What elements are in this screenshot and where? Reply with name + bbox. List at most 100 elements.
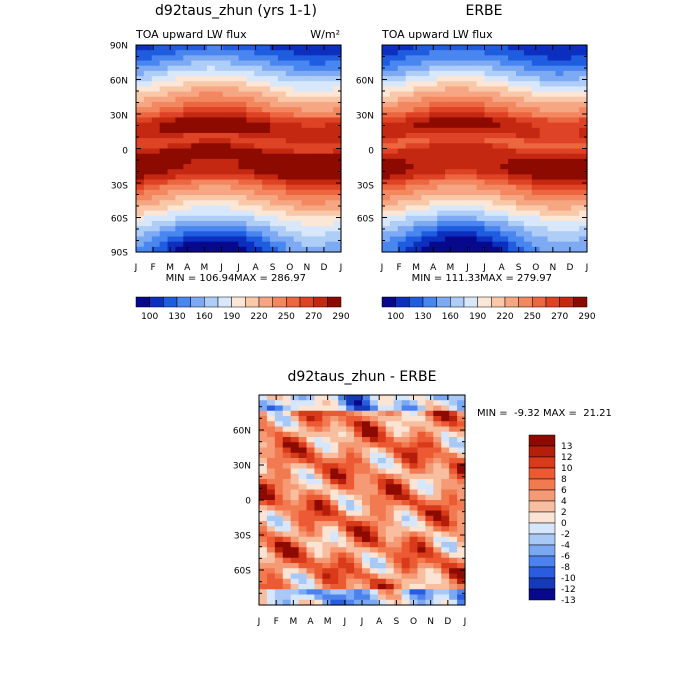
heatmap-cell	[259, 510, 268, 517]
heatmap-cell	[317, 96, 326, 103]
heatmap-cell	[523, 127, 533, 134]
heatmap-cell	[136, 143, 145, 150]
heatmap-cell	[238, 195, 247, 201]
heatmap-cell	[322, 452, 331, 459]
heatmap-cell	[222, 189, 232, 196]
heatmap-cell	[314, 416, 323, 422]
heatmap-cell	[277, 70, 287, 77]
x-tick-label: O	[532, 263, 539, 273]
heatmap-cell	[282, 484, 292, 491]
heatmap-cell	[290, 479, 300, 485]
heatmap-cell	[523, 60, 533, 67]
heatmap-cell	[262, 153, 271, 160]
heatmap-cell	[270, 138, 279, 144]
heatmap-cell	[222, 174, 232, 181]
heatmap-cell	[214, 205, 224, 212]
heatmap-cell	[539, 81, 549, 87]
heatmap-cell	[385, 395, 395, 401]
heatmap-cell	[441, 578, 450, 585]
heatmap-cell	[338, 458, 347, 464]
heatmap-cell	[508, 96, 517, 103]
heatmap-cell	[555, 231, 564, 238]
heatmap-cell	[330, 521, 339, 527]
heatmap-cell	[460, 164, 470, 170]
heatmap-cell	[306, 489, 316, 496]
heatmap-cell	[476, 226, 486, 232]
heatmap-cell	[389, 184, 399, 191]
heatmap-cell	[393, 531, 403, 538]
heatmap-cell	[314, 500, 323, 506]
heatmap-cell	[417, 421, 426, 428]
heatmap-cell	[322, 410, 331, 417]
heatmap-cell	[317, 231, 326, 238]
heatmap-cell	[563, 101, 572, 108]
heatmap-cell	[429, 200, 438, 207]
colorbar-box	[528, 577, 556, 590]
heatmap-cell	[452, 112, 462, 119]
heatmap-cell	[409, 536, 419, 543]
heatmap-cell	[354, 552, 363, 559]
heatmap-cell	[354, 442, 363, 449]
heatmap-cell	[457, 531, 466, 538]
heatmap-cell	[531, 153, 541, 160]
heatmap-cell	[214, 148, 224, 155]
heatmap-cell	[175, 241, 184, 248]
heatmap-cell	[389, 81, 399, 87]
heatmap-cell	[457, 589, 466, 596]
heatmap-cell	[382, 231, 391, 238]
heatmap-cell	[270, 158, 279, 165]
heatmap-cell	[421, 210, 430, 217]
heatmap-cell	[346, 494, 355, 501]
colorbar-box	[528, 456, 556, 469]
heatmap-cell	[285, 210, 295, 217]
heatmap-cell	[298, 473, 308, 480]
heatmap-cell	[523, 91, 533, 98]
panel-model-colorbar-labels: 100 130 160 190 220 250 270 290	[141, 312, 350, 322]
heatmap-cell	[206, 236, 216, 243]
heatmap-cell	[346, 505, 355, 512]
heatmap-cell	[259, 468, 268, 475]
heatmap-cell	[238, 101, 247, 108]
heatmap-cell	[151, 226, 161, 232]
heatmap-cell	[409, 542, 419, 548]
heatmap-cell	[238, 117, 247, 124]
heatmap-cell	[290, 563, 300, 569]
heatmap-cell	[385, 479, 395, 485]
heatmap-cell	[238, 189, 247, 196]
heatmap-cell	[314, 552, 323, 559]
heatmap-cell	[425, 594, 434, 601]
heatmap-cell	[346, 557, 355, 564]
heatmap-cell	[346, 568, 355, 575]
heatmap-cell	[298, 557, 308, 564]
heatmap-cell	[206, 55, 216, 62]
heatmap-cell	[314, 536, 323, 543]
heatmap-cell	[441, 426, 450, 433]
x-tick-label: J	[360, 617, 364, 627]
heatmap-cell	[531, 107, 541, 113]
heatmap-cell	[346, 410, 355, 417]
heatmap-cell	[452, 158, 462, 165]
heatmap-cell	[277, 210, 287, 217]
heatmap-cell	[484, 65, 493, 72]
heatmap-cell	[301, 158, 311, 165]
heatmap-cell	[338, 531, 347, 538]
heatmap-cell	[397, 86, 407, 93]
heatmap-cell	[362, 489, 371, 496]
heatmap-cell	[508, 81, 517, 87]
heatmap-cell	[254, 164, 263, 170]
heatmap-cell	[214, 45, 224, 51]
heatmap-cell	[317, 215, 326, 222]
heatmap-cell	[282, 431, 292, 438]
heatmap-cell	[274, 521, 284, 527]
heatmap-cell	[468, 236, 478, 243]
heatmap-cell	[413, 81, 423, 87]
colorbar-label: 13	[561, 442, 572, 452]
heatmap-cell	[262, 195, 271, 201]
heatmap-cell	[539, 101, 549, 108]
heatmap-cell	[333, 70, 342, 77]
heatmap-cell	[437, 174, 446, 181]
heatmap-cell	[369, 589, 379, 596]
heatmap-cell	[516, 45, 525, 51]
heatmap-cell	[457, 568, 466, 575]
heatmap-cell	[159, 215, 169, 222]
